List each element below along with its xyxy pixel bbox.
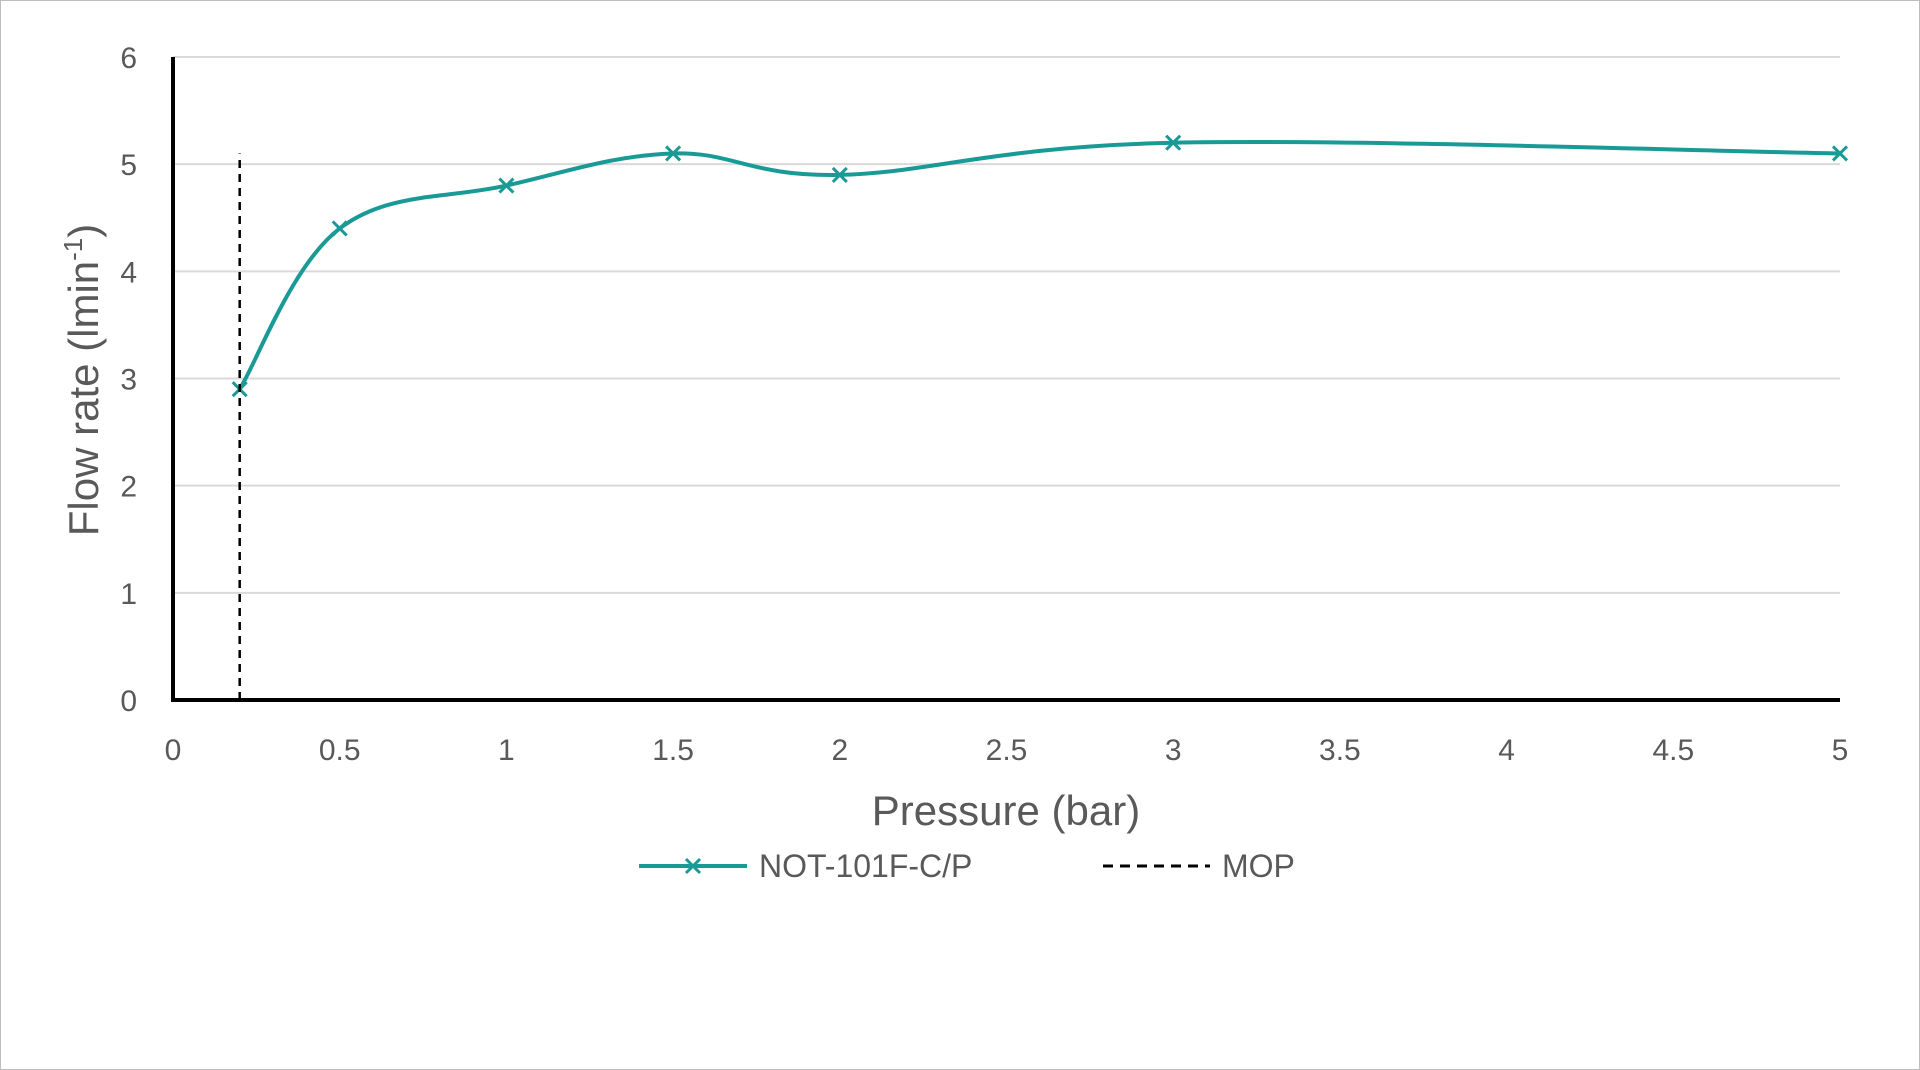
- data-point-marker: [831, 166, 848, 183]
- x-tick-label: 0: [165, 734, 182, 767]
- legend-series-marker-icon: [684, 857, 702, 875]
- x-tick-labels: 0 0.5 1 1.5 2 2.5 3 3.5 4 4.5 5: [165, 734, 1849, 767]
- legend-item-series: NOT-101F-C/P: [639, 848, 972, 884]
- x-tick-label: 0.5: [319, 734, 361, 767]
- x-tick-label: 1.5: [652, 734, 694, 767]
- series-layer: [231, 134, 1849, 700]
- data-point-marker: [1165, 134, 1182, 151]
- x-axis-title: Pressure (bar): [872, 787, 1140, 834]
- y-tick-label: 2: [120, 471, 137, 504]
- data-point-marker: [665, 145, 682, 162]
- x-tick-label: 3: [1165, 734, 1182, 767]
- y-tick-label: 4: [120, 256, 137, 289]
- legend-mop-label: MOP: [1222, 848, 1295, 884]
- x-tick-label: 1: [498, 734, 515, 767]
- x-tick-label: 4.5: [1652, 734, 1694, 767]
- gridlines: [173, 56, 1840, 594]
- series-line-not-101f-c-p: [237, 140, 1841, 391]
- legend-x-marker: [684, 857, 702, 875]
- data-point-marker: [1831, 145, 1849, 162]
- x-tick-label: 5: [1832, 734, 1849, 767]
- y-tick-label: 6: [120, 42, 137, 75]
- y-tick-label: 1: [120, 578, 137, 611]
- legend-item-mop: MOP: [1103, 848, 1295, 884]
- x-tick-label: 2.5: [986, 734, 1028, 767]
- y-axis-title-superscript: -1: [58, 238, 88, 261]
- data-point-marker: [331, 220, 348, 237]
- axes: [171, 57, 1840, 702]
- y-tick-label: 3: [120, 364, 137, 397]
- x-tick-label: 4: [1498, 734, 1515, 767]
- y-axis-title-main: Flow rate (lmin: [60, 261, 107, 536]
- y-tick-labels: 0 1 2 3 4 5 6: [120, 42, 137, 718]
- data-point-marker: [498, 177, 515, 194]
- legend-series-label: NOT-101F-C/P: [759, 848, 972, 884]
- x-tick-label: 3.5: [1319, 734, 1361, 767]
- y-tick-label: 5: [120, 149, 137, 182]
- x-tick-label: 2: [831, 734, 848, 767]
- y-axis-title-close: ): [60, 224, 107, 238]
- y-tick-label: 0: [120, 685, 137, 718]
- y-axis-title: Flow rate (lmin-1): [58, 224, 107, 537]
- legend: NOT-101F-C/P MOP: [639, 848, 1295, 884]
